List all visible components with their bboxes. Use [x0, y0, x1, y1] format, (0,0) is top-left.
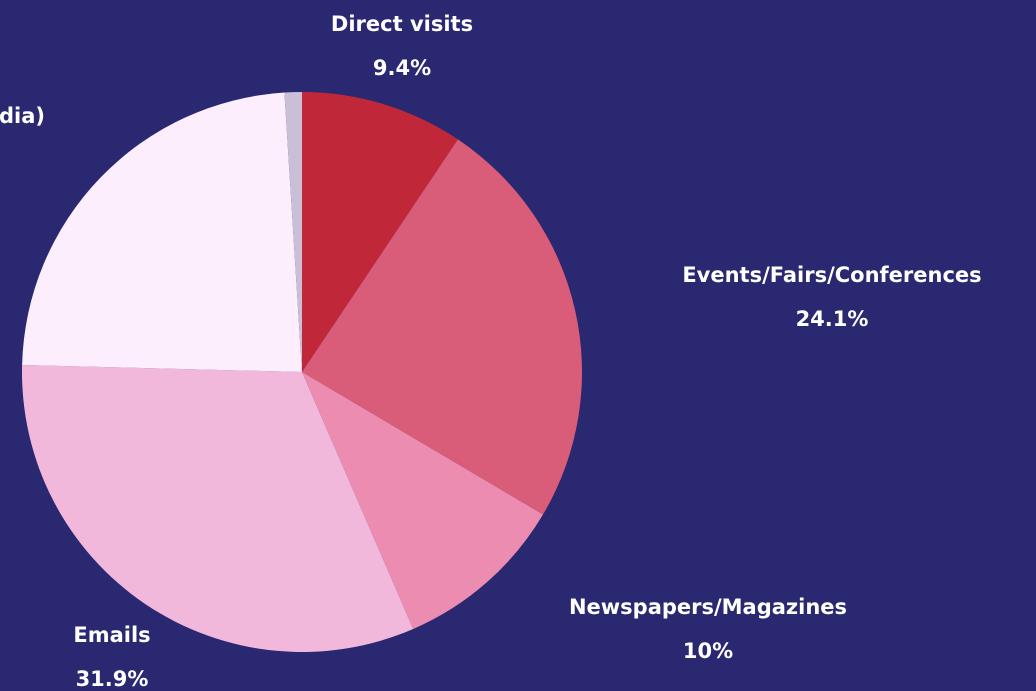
slice-label: Emails [73, 623, 150, 647]
pie-slice [302, 372, 544, 629]
pie-slice [22, 92, 302, 372]
pie-slice [284, 92, 302, 372]
pie-slice [302, 139, 582, 515]
slice-value-label: 10% [683, 639, 733, 663]
slice-label: Newspapers/Magazines [569, 595, 847, 619]
slice-value-label: 31.9% [76, 667, 149, 691]
slice-value-label: 24.1% [796, 307, 869, 331]
pie-slice [22, 364, 414, 652]
slice-label: Direct visits [331, 12, 473, 36]
slice-label: Events/Fairs/Conferences [682, 263, 981, 287]
slice-label: dia) [0, 104, 45, 128]
slice-value-label: 9.4% [373, 56, 431, 80]
pie-slice [302, 92, 458, 372]
